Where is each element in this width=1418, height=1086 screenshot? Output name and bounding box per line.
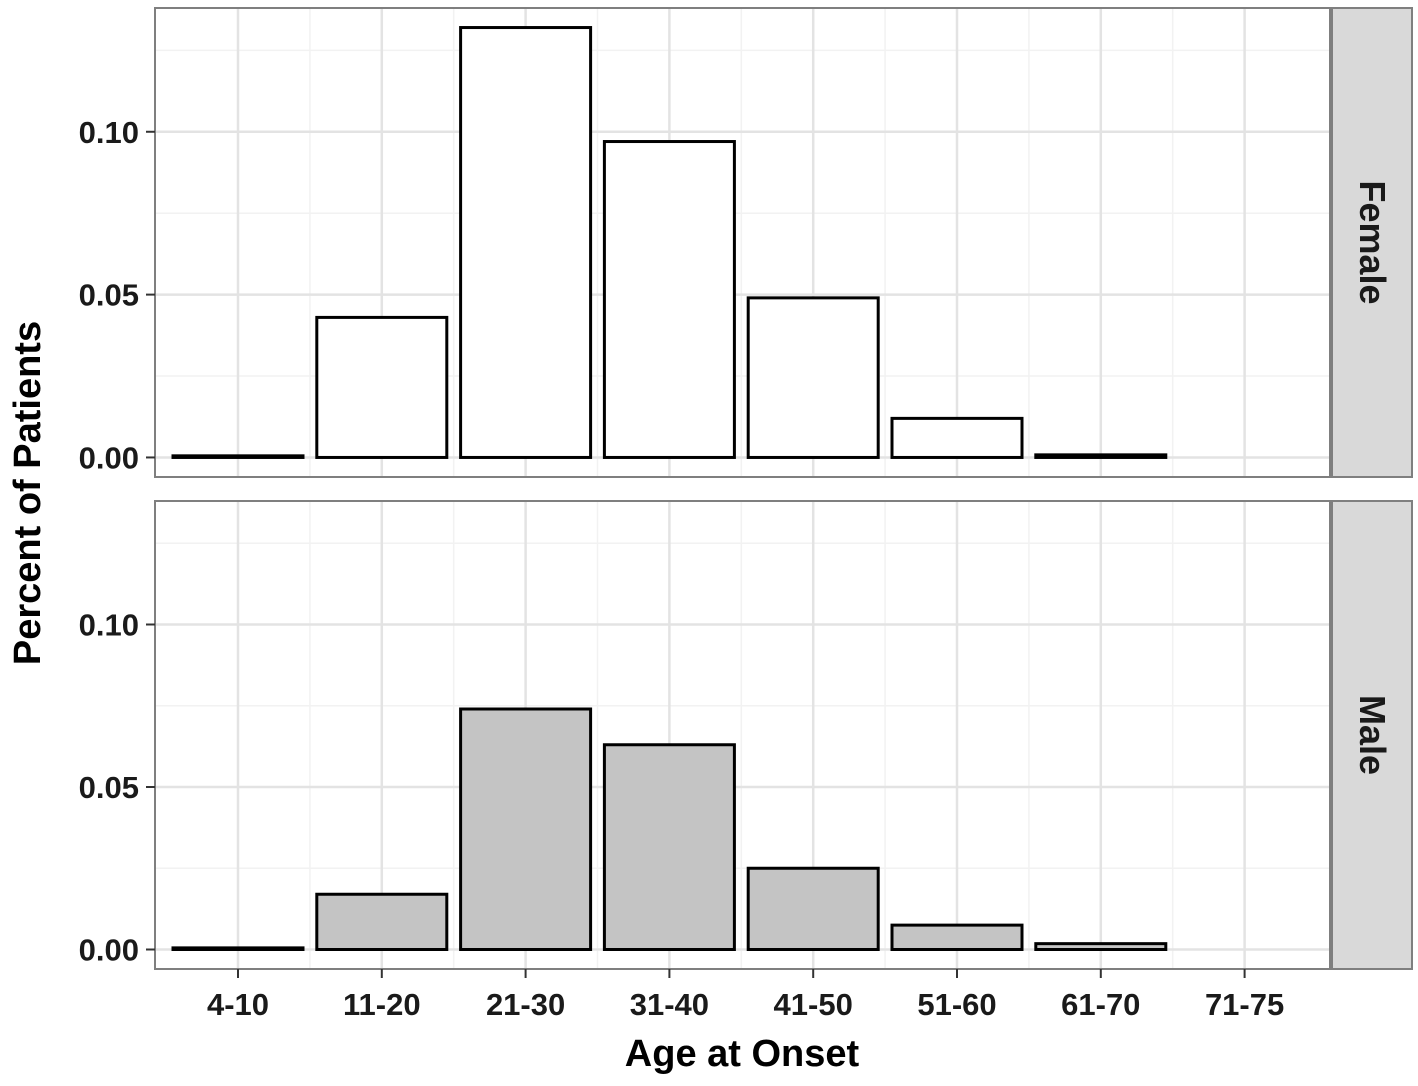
bar-male-61-70 <box>1034 942 1168 952</box>
y-axis-title: Percent of Patients <box>7 321 49 665</box>
bar-female-4-10 <box>171 454 305 459</box>
y-tick-label: 0.05 <box>79 770 139 805</box>
x-tick-label: 11-20 <box>343 987 421 1022</box>
y-tick-label: 0.00 <box>79 933 139 968</box>
bar-male-41-50 <box>746 866 880 951</box>
x-tick-label: 41-50 <box>774 987 853 1022</box>
panel-background <box>155 501 1330 969</box>
x-axis-title: Age at Onset <box>625 1033 860 1075</box>
x-tick-label: 51-60 <box>917 987 996 1022</box>
panel-border <box>154 500 1331 970</box>
panel-border <box>154 7 1331 478</box>
facet-label-female: Female <box>1352 180 1393 304</box>
facet-strip <box>1331 7 1413 478</box>
x-tick-label: 31-40 <box>630 987 709 1022</box>
y-tick-label: 0.10 <box>79 608 139 643</box>
bar-male-11-20 <box>315 892 449 951</box>
bar-female-11-20 <box>315 315 449 459</box>
y-tick-label: 0.00 <box>79 440 139 475</box>
bar-female-61-70 <box>1034 453 1168 459</box>
y-tick-label: 0.05 <box>79 278 139 313</box>
x-tick-label: 21-30 <box>486 987 565 1022</box>
bar-male-21-30 <box>459 707 593 951</box>
panel-male: 0.00 0.05 0.10 Male <box>79 500 1413 970</box>
x-tick-label: 71-75 <box>1205 987 1284 1022</box>
y-tick-label: 0.10 <box>79 115 139 150</box>
bar-female-31-40 <box>602 140 736 459</box>
bar-male-51-60 <box>890 923 1024 951</box>
bar-female-21-30 <box>459 26 593 459</box>
facet-strip <box>1331 500 1413 970</box>
facet-label-male: Male <box>1352 695 1393 775</box>
panel-female: 0.00 0.05 0.10 Female <box>79 7 1413 478</box>
bar-male-4-10 <box>171 946 305 951</box>
bar-female-51-60 <box>890 416 1024 459</box>
bar-female-41-50 <box>746 296 880 459</box>
bar-male-31-40 <box>602 743 736 951</box>
x-tick-label: 61-70 <box>1061 987 1140 1022</box>
x-tick-label: 4-10 <box>207 987 269 1022</box>
